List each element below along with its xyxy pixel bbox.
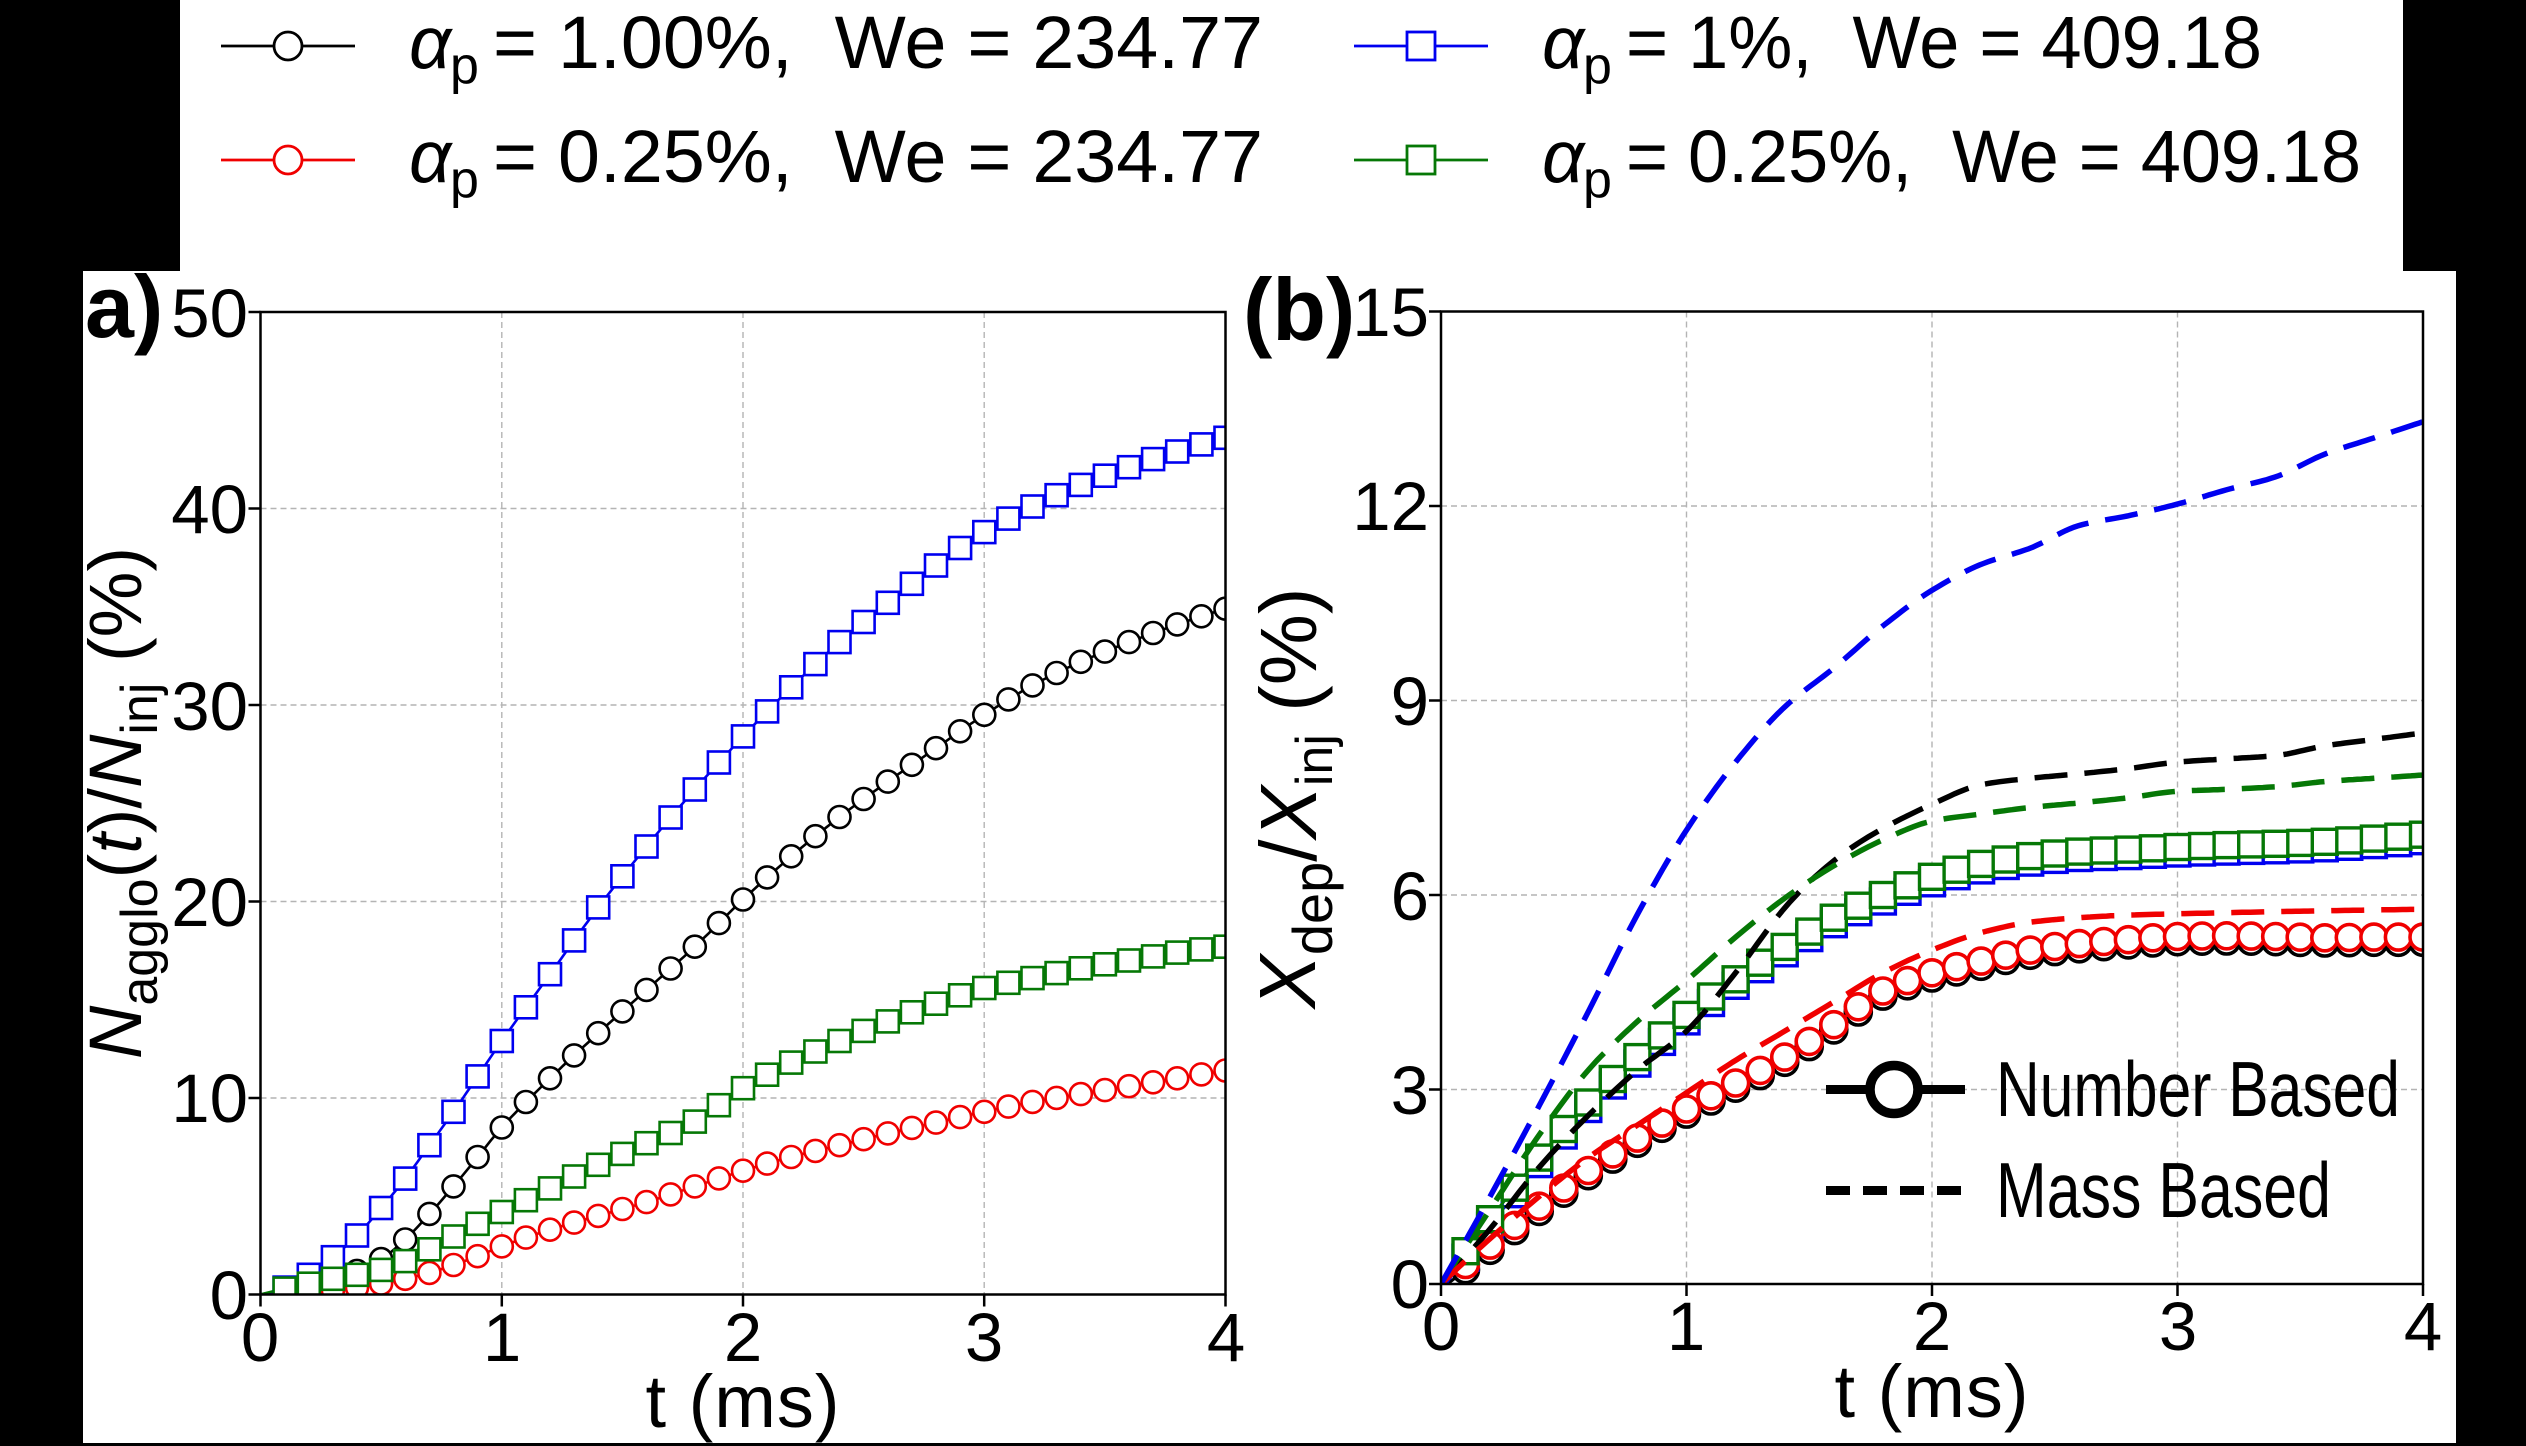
svg-text:3: 3 bbox=[965, 1299, 1003, 1376]
svg-text:0: 0 bbox=[210, 1257, 248, 1334]
svg-text:p: p bbox=[1583, 37, 1612, 95]
svg-text:0: 0 bbox=[1391, 1246, 1429, 1323]
svg-text:Xdep/Xinj (%): Xdep/Xinj (%) bbox=[1243, 587, 1344, 1010]
svg-text:Number Based: Number Based bbox=[1996, 1045, 2400, 1133]
svg-text:1: 1 bbox=[483, 1299, 521, 1376]
svg-text:15: 15 bbox=[1352, 274, 1429, 351]
svg-text:α: α bbox=[409, 115, 453, 198]
svg-text:6: 6 bbox=[1391, 858, 1429, 935]
svg-text:(b): (b) bbox=[1243, 260, 1355, 359]
svg-text:t (ms): t (ms) bbox=[1834, 1350, 2029, 1433]
svg-text:= 0.25%, We = 409.18: = 0.25%, We = 409.18 bbox=[1626, 115, 2361, 198]
svg-text:α: α bbox=[1542, 115, 1586, 198]
svg-text:50: 50 bbox=[171, 275, 248, 352]
svg-text:t (ms): t (ms) bbox=[645, 1360, 840, 1443]
svg-text:3: 3 bbox=[1391, 1052, 1429, 1129]
svg-text:p: p bbox=[1583, 151, 1612, 209]
svg-text:= 1%, We = 409.18: = 1%, We = 409.18 bbox=[1626, 1, 2262, 84]
svg-text:a): a) bbox=[85, 257, 163, 356]
svg-text:40: 40 bbox=[171, 471, 248, 548]
svg-text:2: 2 bbox=[1913, 1288, 1951, 1365]
svg-text:0: 0 bbox=[241, 1299, 279, 1376]
svg-text:Mass Based: Mass Based bbox=[1996, 1146, 2331, 1234]
svg-text:3: 3 bbox=[2159, 1288, 2197, 1365]
svg-text:2: 2 bbox=[724, 1299, 762, 1376]
svg-text:α: α bbox=[1542, 1, 1586, 84]
svg-text:p: p bbox=[450, 37, 479, 95]
svg-text:= 0.25%, We = 234.77: = 0.25%, We = 234.77 bbox=[493, 115, 1263, 198]
svg-text:4: 4 bbox=[1207, 1299, 1245, 1376]
svg-text:9: 9 bbox=[1391, 663, 1429, 740]
svg-text:20: 20 bbox=[171, 864, 248, 941]
svg-text:30: 30 bbox=[171, 668, 248, 745]
svg-text:α: α bbox=[409, 1, 453, 84]
svg-text:1: 1 bbox=[1667, 1288, 1705, 1365]
svg-text:= 1.00%, We = 234.77: = 1.00%, We = 234.77 bbox=[493, 1, 1263, 84]
svg-text:4: 4 bbox=[2404, 1288, 2442, 1365]
svg-text:10: 10 bbox=[171, 1060, 248, 1137]
svg-text:0: 0 bbox=[1422, 1288, 1460, 1365]
svg-text:12: 12 bbox=[1352, 468, 1429, 545]
svg-text:Nagglo(t)/Ninj (%): Nagglo(t)/Ninj (%) bbox=[74, 547, 169, 1059]
svg-text:p: p bbox=[450, 151, 479, 209]
